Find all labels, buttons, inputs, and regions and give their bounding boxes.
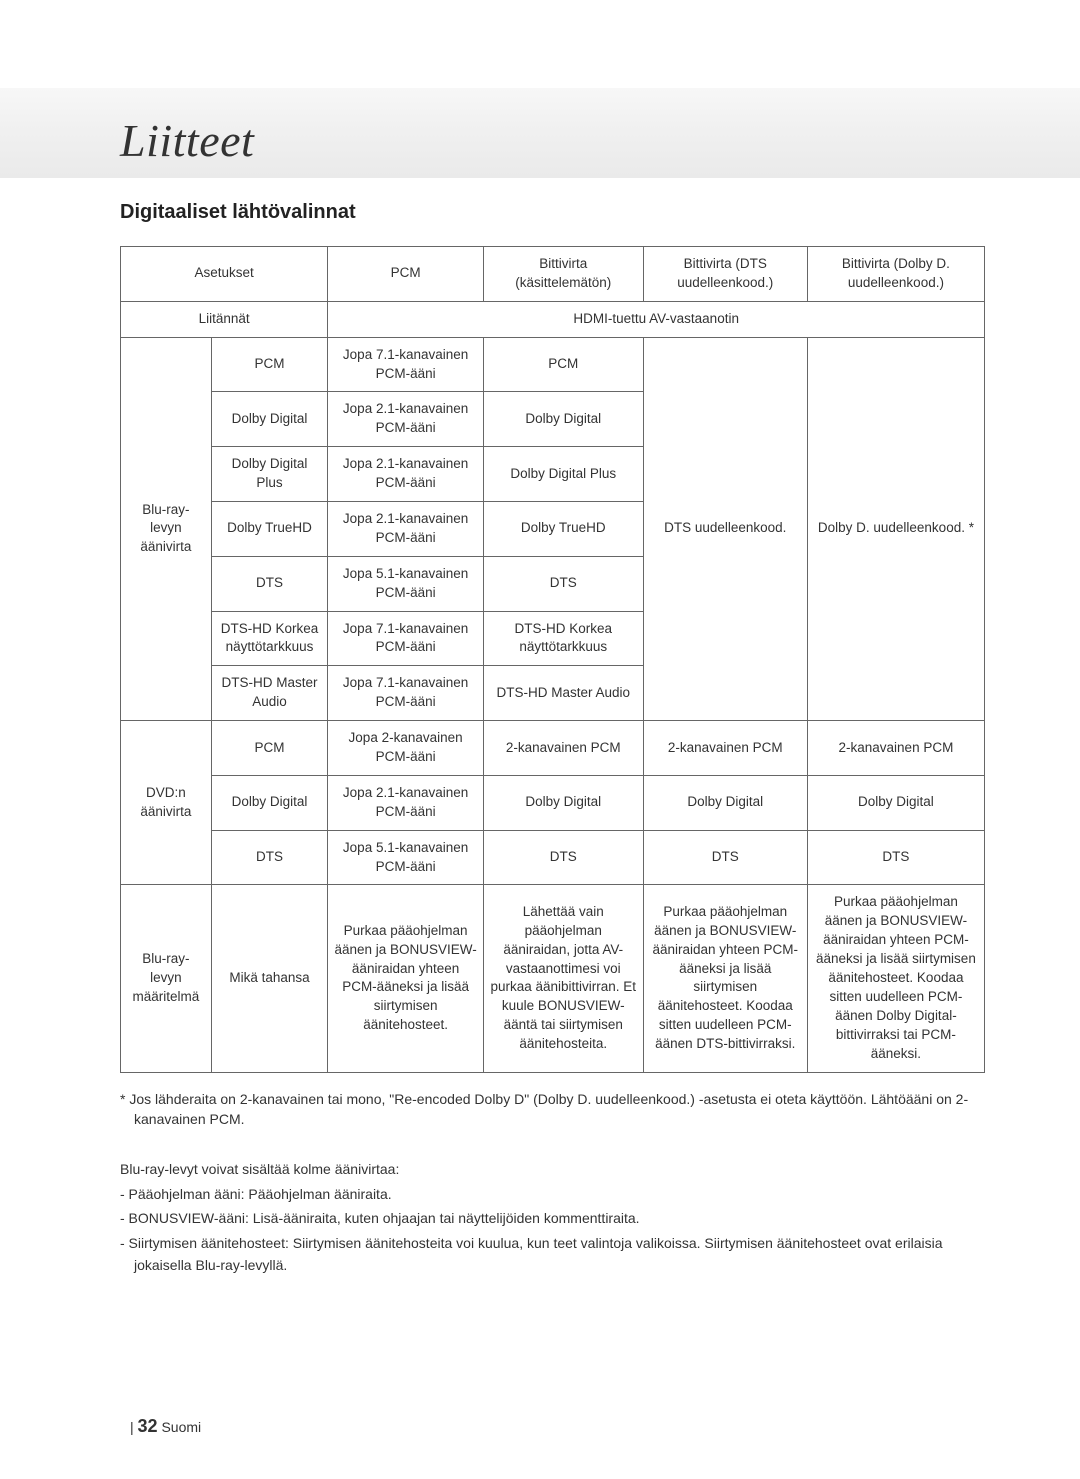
cell-pcm: Jopa 2.1-kanavainen PCM-ääni bbox=[328, 502, 484, 557]
cell-bs: Dolby Digital Plus bbox=[483, 447, 643, 502]
cell-source: DTS-HD Korkea näyttötarkkuus bbox=[211, 611, 328, 666]
table-header-row: Liitännät HDMI-tuettu AV-vastaanotin bbox=[121, 301, 985, 337]
cell-source: Mikä tahansa bbox=[211, 885, 328, 1072]
page-title: Liitteet bbox=[120, 80, 985, 167]
output-selection-table: Asetukset PCM Bittivirta (käsittelemätön… bbox=[120, 246, 985, 1073]
table-row: DVD:n äänivirta PCM Jopa 2-kanavainen PC… bbox=[121, 721, 985, 776]
cell-pcm: Purkaa pääohjelman äänen ja BONUSVIEW-ää… bbox=[328, 885, 484, 1072]
cell-bs: DTS-HD Korkea näyttötarkkuus bbox=[483, 611, 643, 666]
cell-bs: 2-kanavainen PCM bbox=[483, 721, 643, 776]
cell-dts: 2-kanavainen PCM bbox=[643, 721, 807, 776]
cell-source: Dolby TrueHD bbox=[211, 502, 328, 557]
cell-bs: DTS-HD Master Audio bbox=[483, 666, 643, 721]
cell-pcm: Jopa 2.1-kanavainen PCM-ääni bbox=[328, 447, 484, 502]
group-bluray: Blu-ray-levyn äänivirta bbox=[121, 337, 212, 720]
notes-item: - BONUSVIEW-ääni: Lisä-ääniraita, kuten … bbox=[120, 1208, 985, 1230]
notes-item: - Pääohjelman ääni: Pääohjelman äänirait… bbox=[120, 1184, 985, 1206]
cell-dts: DTS bbox=[643, 830, 807, 885]
manual-page: Liitteet Digitaaliset lähtövalinnat Aset… bbox=[0, 0, 1080, 1479]
cell-dts-reencode: DTS uudelleenkood. bbox=[643, 337, 807, 720]
cell-source: Dolby Digital bbox=[211, 775, 328, 830]
cell-dd: 2-kanavainen PCM bbox=[807, 721, 984, 776]
cell-bs: Dolby TrueHD bbox=[483, 502, 643, 557]
cell-bs: DTS bbox=[483, 556, 643, 611]
cell-dts: Dolby Digital bbox=[643, 775, 807, 830]
section-heading: Digitaaliset lähtövalinnat bbox=[120, 201, 985, 224]
cell-dd: Purkaa pääohjelman äänen ja BONUSVIEW-ää… bbox=[807, 885, 984, 1072]
cell-source: DTS bbox=[211, 830, 328, 885]
page-number: | 32 Suomi bbox=[130, 1416, 201, 1437]
cell-pcm: Jopa 5.1-kanavainen PCM-ääni bbox=[328, 556, 484, 611]
cell-dd: DTS bbox=[807, 830, 984, 885]
page-number-value: 32 bbox=[138, 1416, 158, 1436]
table-row: Blu-ray-levyn määritelmä Mikä tahansa Pu… bbox=[121, 885, 985, 1072]
cell-pcm: Jopa 2.1-kanavainen PCM-ääni bbox=[328, 392, 484, 447]
table-row: DTS Jopa 5.1-kanavainen PCM-ääni DTS DTS… bbox=[121, 830, 985, 885]
cell-dolby-reencode: Dolby D. uudelleenkood. * bbox=[807, 337, 984, 720]
notes-section: Blu-ray-levyt voivat sisältää kolme ääni… bbox=[120, 1159, 985, 1276]
cell-source: DTS bbox=[211, 556, 328, 611]
header-bitstream-dolby: Bittivirta (Dolby D. uudelleenkood.) bbox=[807, 247, 984, 302]
table-header-row: Asetukset PCM Bittivirta (käsittelemätön… bbox=[121, 247, 985, 302]
notes-intro: Blu-ray-levyt voivat sisältää kolme ääni… bbox=[120, 1159, 985, 1181]
table-row: Blu-ray-levyn äänivirta PCM Jopa 7.1-kan… bbox=[121, 337, 985, 392]
cell-dts: Purkaa pääohjelman äänen ja BONUSVIEW-ää… bbox=[643, 885, 807, 1072]
cell-dd: Dolby Digital bbox=[807, 775, 984, 830]
cell-source: PCM bbox=[211, 337, 328, 392]
cell-bs: Dolby Digital bbox=[483, 392, 643, 447]
header-hdmi-receiver: HDMI-tuettu AV-vastaanotin bbox=[328, 301, 985, 337]
cell-pcm: Jopa 5.1-kanavainen PCM-ääni bbox=[328, 830, 484, 885]
table-row: Dolby Digital Jopa 2.1-kanavainen PCM-ää… bbox=[121, 775, 985, 830]
cell-source: PCM bbox=[211, 721, 328, 776]
header-pcm: PCM bbox=[328, 247, 484, 302]
group-definition: Blu-ray-levyn määritelmä bbox=[121, 885, 212, 1072]
header-bitstream: Bittivirta (käsittelemätön) bbox=[483, 247, 643, 302]
notes-item: - Siirtymisen äänitehosteet: Siirtymisen… bbox=[120, 1233, 985, 1276]
cell-pcm: Jopa 7.1-kanavainen PCM-ääni bbox=[328, 666, 484, 721]
page-language: Suomi bbox=[161, 1419, 201, 1435]
table-footnote: * Jos lähderaita on 2-kanavainen tai mon… bbox=[120, 1089, 985, 1130]
cell-bs: Dolby Digital bbox=[483, 775, 643, 830]
header-settings: Asetukset bbox=[121, 247, 328, 302]
cell-pcm: Jopa 2.1-kanavainen PCM-ääni bbox=[328, 775, 484, 830]
cell-pcm: Jopa 2-kanavainen PCM-ääni bbox=[328, 721, 484, 776]
cell-source: Dolby Digital bbox=[211, 392, 328, 447]
cell-source: Dolby Digital Plus bbox=[211, 447, 328, 502]
cell-pcm: Jopa 7.1-kanavainen PCM-ääni bbox=[328, 337, 484, 392]
cell-bs: PCM bbox=[483, 337, 643, 392]
cell-bs: DTS bbox=[483, 830, 643, 885]
cell-bs: Lähettää vain pääohjelman ääniraidan, jo… bbox=[483, 885, 643, 1072]
group-dvd: DVD:n äänivirta bbox=[121, 721, 212, 885]
cell-source: DTS-HD Master Audio bbox=[211, 666, 328, 721]
header-bitstream-dts: Bittivirta (DTS uudelleenkood.) bbox=[643, 247, 807, 302]
cell-pcm: Jopa 7.1-kanavainen PCM-ääni bbox=[328, 611, 484, 666]
header-connections: Liitännät bbox=[121, 301, 328, 337]
